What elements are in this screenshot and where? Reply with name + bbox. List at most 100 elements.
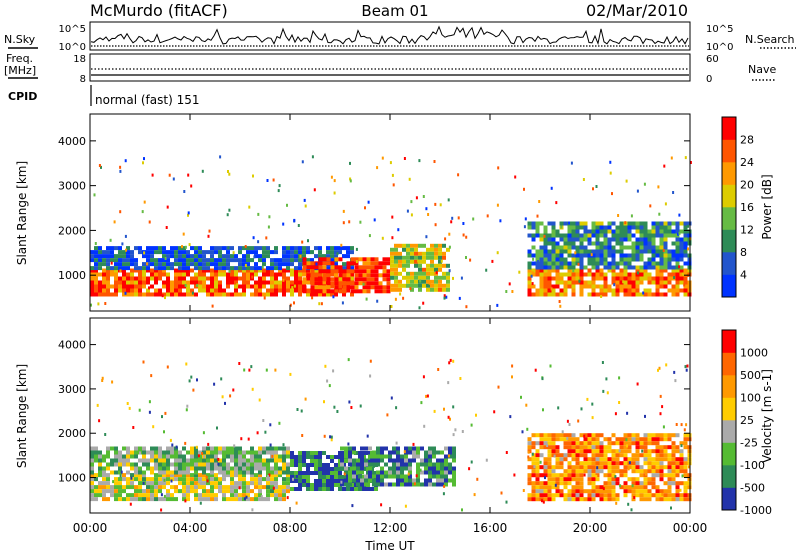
range-time-cell [134,466,138,471]
range-time-cell [683,461,688,466]
range-time-cell [354,285,359,290]
range-time-cell [142,284,146,289]
range-time-cell [170,470,174,475]
range-time-cell [631,493,636,498]
range-time-cell [98,462,102,467]
range-time-cell [535,221,540,226]
range-time-cell [138,470,142,475]
range-time-cell [402,283,406,288]
range-time-cell [424,454,428,459]
range-time-cell [174,473,178,478]
range-time-cell [683,288,688,293]
range-time-cell [246,470,250,475]
range-time-cell [392,466,396,471]
range-time-cell [118,262,122,267]
range-time-cell [543,257,548,262]
range-time-cell [404,462,408,467]
range-time-cell [118,470,122,475]
range-time-cell [591,465,596,470]
range-time-cell [635,245,640,250]
range-time-cell [583,441,588,446]
range-time-cell [198,276,202,281]
range-time-cell [197,483,200,486]
range-time-cell [546,444,549,447]
range-time-cell [444,446,448,451]
range-time-cell [258,497,262,502]
x-tick-label: 20:00 [573,521,608,535]
range-time-cell [182,284,186,289]
range-time-cell [201,452,204,455]
range-time-cell [146,276,150,281]
range-time-cell [683,428,686,432]
range-time-cell [318,467,322,471]
range-time-cell [230,470,234,475]
range-time-cell [286,250,290,255]
range-time-cell [587,481,592,486]
range-time-cell [358,269,363,274]
range-time-cell [334,272,338,277]
range-time-cell [485,268,488,272]
range-time-cell [651,292,656,297]
range-time-cell [370,261,375,266]
range-time-cell [234,485,238,490]
range-time-cell [555,268,560,273]
range-time-cell [254,454,258,459]
range-time-cell [366,281,371,286]
range-time-cell [266,493,270,498]
range-time-cell [547,276,552,281]
range-time-cell [631,233,636,238]
range-time-cell [230,450,234,455]
range-time-cell [415,196,418,200]
range-time-cell [683,225,688,230]
range-time-cell [587,249,592,254]
colorbar-tick-label: 28 [740,134,754,147]
range-time-cell [382,265,387,270]
range-time-cell [338,451,342,455]
range-time-cell [380,466,384,471]
range-time-cell [170,446,174,451]
range-time-cell [551,453,556,458]
range-time-cell [206,497,210,502]
colorbar-segment [722,420,736,443]
range-time-cell [294,258,298,263]
range-time-cell [539,437,544,442]
range-time-cell [651,469,656,474]
range-time-cell [134,485,138,490]
range-time-cell [226,497,230,502]
range-time-cell [114,462,118,467]
range-time-cell [400,466,404,471]
range-time-cell [607,268,612,273]
range-time-cell [449,417,451,421]
range-time-cell [246,280,250,285]
range-time-cell [251,508,254,512]
range-time-cell [651,253,656,258]
range-time-cell [342,487,346,491]
range-time-cell [557,406,560,410]
range-time-cell [410,247,414,252]
range-time-cell [246,272,250,277]
range-time-cell [595,241,600,246]
range-time-cell [322,451,326,455]
range-time-cell [306,246,310,251]
range-time-cell [539,276,544,281]
range-time-cell [555,249,560,254]
range-time-cell [611,192,613,196]
range-time-cell [559,433,564,438]
range-time-cell [543,461,548,466]
range-time-cell [575,457,580,462]
range-time-cell [618,449,621,453]
range-time-cell [595,221,600,226]
range-time-cell [98,458,102,463]
range-time-cell [178,462,182,467]
range-time-cell [524,217,527,221]
range-time-cell [366,261,371,266]
range-time-cell [258,454,262,459]
range-time-cell [94,280,98,285]
range-time-cell [599,461,604,466]
range-time-cell [330,272,334,277]
range-time-cell [571,284,576,289]
range-time-cell [663,481,668,486]
range-time-cell [643,489,648,494]
range-time-cell [369,374,372,378]
range-time-cell [651,477,656,482]
